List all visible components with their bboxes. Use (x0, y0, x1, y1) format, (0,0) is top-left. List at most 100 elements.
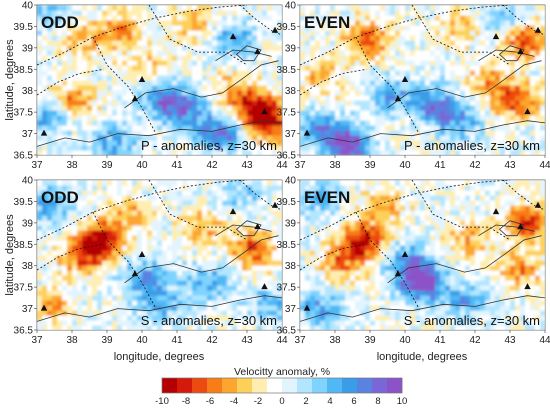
heatmap-cell (127, 110, 133, 116)
heatmap-cell (77, 10, 83, 16)
heatmap-cell (167, 110, 173, 116)
heatmap-cell (390, 50, 396, 56)
heatmap-cell (202, 180, 208, 186)
heatmap-cell (162, 40, 168, 46)
heatmap-cell (207, 145, 213, 151)
heatmap-cell (112, 205, 118, 211)
heatmap-cell (187, 230, 193, 236)
heatmap-cell (112, 45, 118, 51)
heatmap-cell (540, 65, 545, 71)
heatmap-cell (202, 10, 208, 16)
heatmap-cell (385, 100, 391, 106)
heatmap-cell (267, 80, 273, 86)
heatmap-cell (400, 150, 406, 155)
heatmap-cell (480, 40, 486, 46)
heatmap-cell (52, 185, 58, 191)
heatmap-cell (242, 25, 248, 31)
heatmap-cell (217, 300, 223, 306)
heatmap-cell (37, 140, 43, 146)
heatmap-cell (202, 235, 208, 241)
heatmap-cell (330, 265, 336, 271)
heatmap-cell (67, 260, 73, 266)
coast-line (387, 60, 542, 109)
heatmap-cell (207, 230, 213, 236)
heatmap-cell (117, 315, 123, 321)
heatmap-cell (277, 325, 282, 330)
heatmap-cell (112, 245, 118, 251)
heatmap-cell (227, 30, 233, 36)
heatmap-cell (340, 140, 346, 146)
heatmap-cell (57, 70, 63, 76)
heatmap-cell (300, 235, 306, 241)
heatmap-cell (212, 260, 218, 266)
heatmap-cell (252, 5, 258, 11)
heatmap-cell (445, 10, 451, 16)
heatmap-cell (187, 125, 193, 131)
heatmap-cell (345, 25, 351, 31)
heatmap-cell (530, 105, 536, 111)
heatmap-cell (465, 135, 471, 141)
heatmap-cell (217, 45, 223, 51)
heatmap-cell (375, 65, 381, 71)
heatmap-cell (217, 180, 223, 186)
heatmap-cell (480, 145, 486, 151)
heatmap-cell (77, 105, 83, 111)
fault-line (300, 5, 511, 66)
heatmap-cell (212, 230, 218, 236)
heatmap-cell (172, 130, 178, 136)
fault-line (37, 243, 104, 271)
heatmap-cell (445, 65, 451, 71)
heatmap-cell (137, 80, 143, 86)
heatmap-cell (152, 185, 158, 191)
heatmap-cell (197, 135, 203, 141)
heatmap-cell (217, 310, 223, 316)
heatmap-cell (315, 130, 321, 136)
heatmap-cell (465, 120, 471, 126)
heatmap-cell (305, 210, 311, 216)
heatmap-cell (52, 210, 58, 216)
heatmap-cell (137, 265, 143, 271)
heatmap-cell (410, 25, 416, 31)
heatmap-cell (350, 195, 356, 201)
heatmap-cell (505, 110, 511, 116)
heatmap-cell (132, 20, 138, 26)
heatmap-cell (430, 145, 436, 151)
heatmap-cell (217, 150, 223, 155)
panel-annotation: P - anomalies, z=30 km (404, 138, 540, 153)
heatmap-cell (325, 105, 331, 111)
heatmap-cell (77, 125, 83, 131)
heatmap-cell (325, 270, 331, 276)
heatmap-cell (212, 10, 218, 16)
heatmap-cell (360, 230, 366, 236)
heatmap-cell (232, 150, 238, 155)
heatmap-cell (335, 45, 341, 51)
heatmap-cell (87, 120, 93, 126)
heatmap-cell (82, 50, 88, 56)
heatmap-cell (300, 230, 306, 236)
heatmap-cell (127, 235, 133, 241)
heatmap-cell (370, 150, 376, 155)
heatmap-cell (410, 35, 416, 41)
heatmap-cell (207, 255, 213, 261)
heatmap-cell (77, 45, 83, 51)
heatmap-cell (197, 130, 203, 136)
heatmap-cell (330, 205, 336, 211)
heatmap-cell (500, 30, 506, 36)
heatmap-cell (147, 255, 153, 261)
heatmap-cell (242, 90, 248, 96)
heatmap-cell (515, 100, 521, 106)
heatmap-cell (495, 105, 501, 111)
heatmap-cell (475, 40, 481, 46)
heatmap-cell (212, 325, 218, 330)
heatmap-cell (237, 65, 243, 71)
heatmap-cell (315, 190, 321, 196)
heatmap-cell (340, 25, 346, 31)
heatmap-cell (360, 220, 366, 226)
heatmap-cell (257, 35, 263, 41)
heatmap-cell (272, 100, 278, 106)
heatmap-cell (232, 310, 238, 316)
heatmap-cell (325, 205, 331, 211)
heatmap-cell (242, 200, 248, 206)
heatmap-cell (400, 25, 406, 31)
heatmap-cell (102, 5, 108, 11)
